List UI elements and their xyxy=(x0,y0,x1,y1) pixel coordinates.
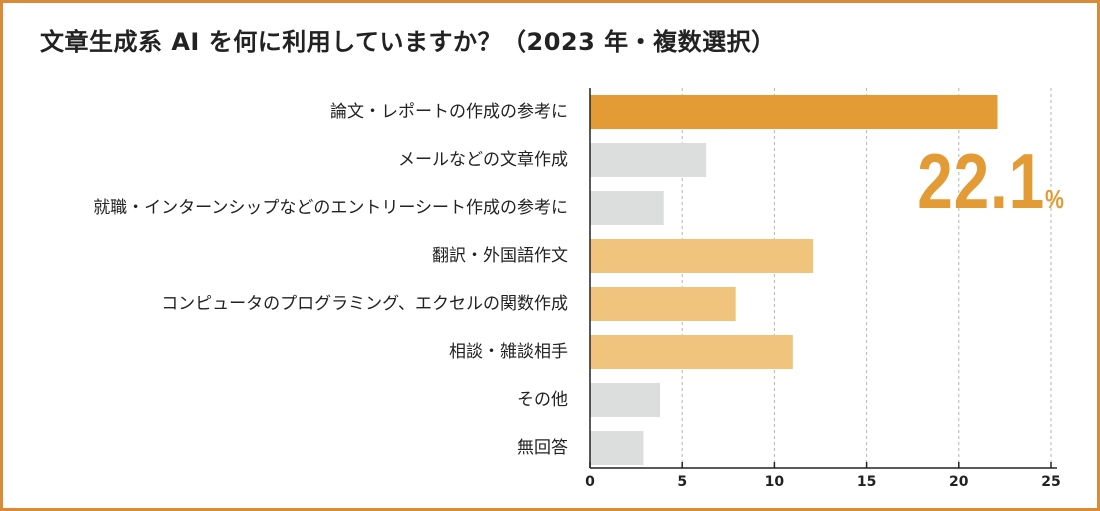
category-label: コンピュータのプログラミング、エクセルの関数作成 xyxy=(161,294,568,314)
bar xyxy=(590,191,664,225)
bar xyxy=(590,431,644,465)
x-tick-label: 25 xyxy=(1041,474,1060,490)
category-label: メールなどの文章作成 xyxy=(398,150,568,170)
bar xyxy=(590,143,707,177)
x-tick-label: 10 xyxy=(765,474,785,490)
callout-unit: % xyxy=(1045,184,1064,214)
x-tick-label: 20 xyxy=(949,474,969,490)
category-label: 相談・雑談相手 xyxy=(449,342,568,362)
callout-value: 22.1 xyxy=(917,137,1046,225)
highlight-callout: 22.1% xyxy=(917,136,1064,227)
bar xyxy=(590,383,661,417)
chart-title: 文章生成系 AI を何に利用していますか？（2023 年・複数選択） xyxy=(40,28,776,56)
x-tick-label: 0 xyxy=(585,474,595,490)
x-tick-label: 5 xyxy=(677,474,687,490)
x-tick-label: 15 xyxy=(857,474,876,490)
category-label: 翻訳・外国語作文 xyxy=(432,246,568,266)
category-label: 無回答 xyxy=(517,438,568,458)
category-label: その他 xyxy=(517,390,568,410)
bar xyxy=(590,95,998,129)
bar xyxy=(590,239,814,273)
bar xyxy=(590,335,793,369)
category-label: 論文・レポートの作成の参考に xyxy=(330,102,568,122)
bar xyxy=(590,287,736,321)
category-label: 就職・インターンシップなどのエントリーシート作成の参考に xyxy=(93,198,568,218)
